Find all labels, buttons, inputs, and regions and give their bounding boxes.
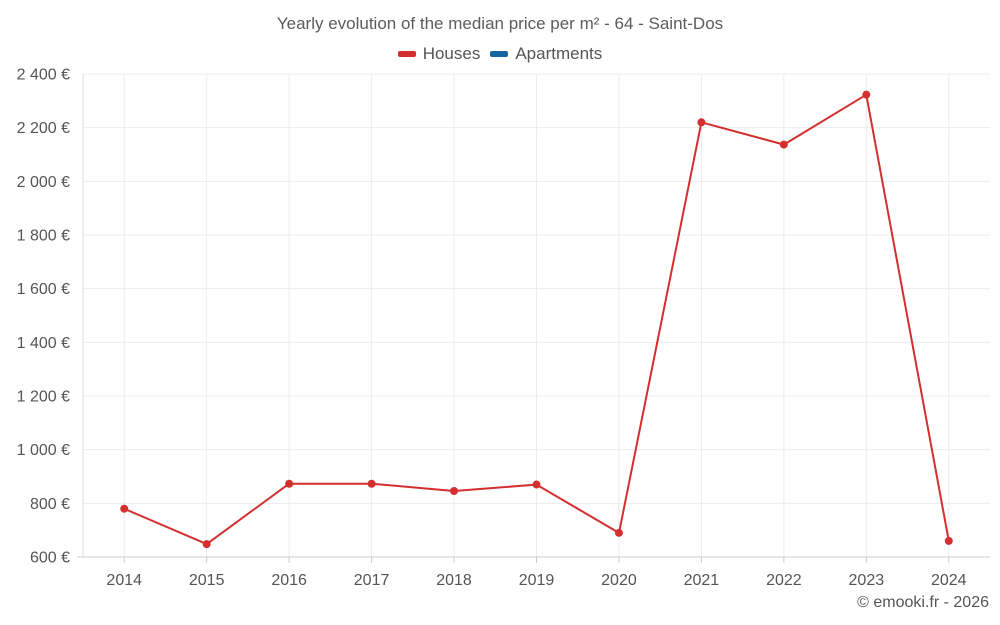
x-axis-tick-labels: 2014 2015 2016 2017 2018 2019 2020 2021 2022 2023… xyxy=(106,572,966,589)
legend-label-houses: Houses xyxy=(422,44,481,63)
credit-text: © emooki.fr - 2026 xyxy=(857,594,989,611)
data-point-houses xyxy=(779,140,788,149)
data-point-houses xyxy=(697,118,706,127)
x-tick-label: 2020 xyxy=(601,572,637,589)
x-tick-label: 2017 xyxy=(354,572,390,589)
chart-title: Yearly evolution of the median price per… xyxy=(276,14,724,33)
data-point-houses xyxy=(614,528,623,537)
legend-swatch-apartments xyxy=(490,51,509,57)
data-point-houses xyxy=(450,486,459,495)
x-tick-label: 2023 xyxy=(849,572,885,589)
x-tick-label: 2021 xyxy=(684,572,720,589)
data-point-houses xyxy=(944,536,953,545)
legend-item-apartments[interactable]: Apartments xyxy=(490,44,602,64)
x-tick-label: 2019 xyxy=(519,572,555,589)
x-tick-label: 2022 xyxy=(766,572,802,589)
data-point-houses xyxy=(120,504,129,513)
y-tick-label: 2 400 € xyxy=(17,67,70,84)
x-tick-label: 2016 xyxy=(271,572,307,589)
x-tick-label: 2015 xyxy=(189,572,225,589)
legend-label-apartments: Apartments xyxy=(515,44,603,63)
series-lines xyxy=(120,90,953,549)
y-tick-label: 2 000 € xyxy=(17,174,70,191)
legend-swatch-houses xyxy=(397,51,416,57)
legend-item-houses[interactable]: Houses xyxy=(397,44,481,64)
y-axis-tick-labels: 600 € 800 € 1 000 € 1 200 € 1 400 € 1 600 € 1 … xyxy=(17,67,70,567)
y-tick-label: 1 000 € xyxy=(17,442,70,459)
data-point-houses xyxy=(862,90,871,99)
y-tick-label: 800 € xyxy=(30,496,70,513)
data-point-houses xyxy=(367,479,376,488)
y-tick-label: 1 600 € xyxy=(17,281,70,298)
y-tick-label: 1 800 € xyxy=(17,228,70,245)
y-tick-label: 2 200 € xyxy=(17,120,70,137)
data-point-houses xyxy=(285,479,294,488)
y-tick-label: 1 200 € xyxy=(17,389,70,406)
y-tick-label: 600 € xyxy=(30,550,70,567)
axes xyxy=(77,74,990,563)
legend: Houses Apartments xyxy=(0,44,1000,64)
data-point-houses xyxy=(532,480,541,489)
grid-lines xyxy=(83,73,990,557)
data-point-houses xyxy=(202,540,211,549)
x-tick-label: 2014 xyxy=(106,572,142,589)
x-tick-label: 2018 xyxy=(436,572,472,589)
y-tick-label: 1 400 € xyxy=(17,335,70,352)
x-tick-label: 2024 xyxy=(931,572,967,589)
